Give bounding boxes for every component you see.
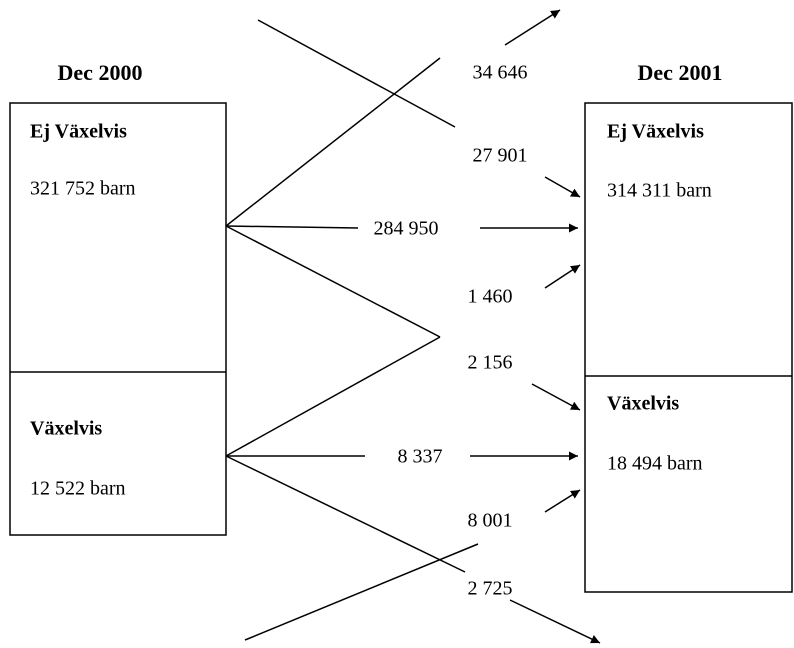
box-label: Ej Växelvis [607, 121, 704, 143]
box-label: Växelvis [607, 393, 679, 415]
box-count: 12 522 barn [30, 478, 126, 500]
flow-label: 284 950 [374, 218, 439, 240]
flow-label: 1 460 [468, 286, 513, 308]
flow-label: 8 001 [468, 510, 513, 532]
box [584, 102, 793, 593]
flow-label: 27 901 [473, 145, 528, 167]
box-label: Växelvis [30, 418, 102, 440]
box-count: 321 752 barn [30, 178, 136, 200]
flow-label: 8 337 [398, 446, 443, 468]
column-title: Dec 2001 [638, 60, 723, 85]
flow-lines [225, 9, 601, 644]
box-count: 18 494 barn [607, 453, 703, 475]
flow-label: 2 725 [468, 578, 513, 600]
box [9, 102, 227, 536]
flow-label: 2 156 [468, 352, 513, 374]
flow-label: 34 646 [473, 62, 528, 84]
column-title: Dec 2000 [58, 60, 143, 85]
box-count: 314 311 barn [607, 180, 712, 202]
box-label: Ej Växelvis [30, 121, 127, 143]
